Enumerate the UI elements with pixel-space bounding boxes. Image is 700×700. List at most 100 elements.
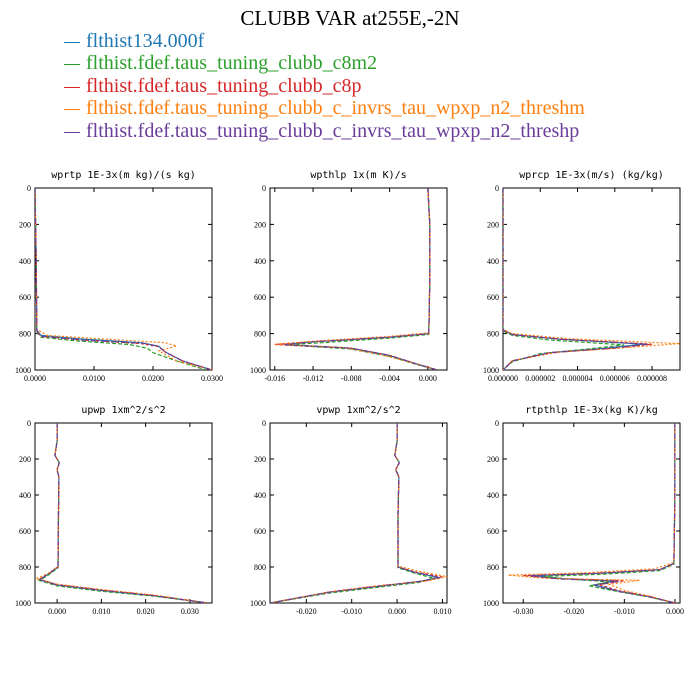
series-line [35,188,207,370]
legend-label: flthist.fdef.taus_tuning_clubb_c8m2 [86,52,378,75]
y-tick-label: 400 [487,491,499,500]
panel-title: upwp 1xm^2/s^2 [81,405,165,416]
series-group [503,188,680,370]
legend-swatch [64,64,80,66]
series-line [37,423,208,603]
x-tick-label: -0.008 [341,374,362,383]
y-tick-label: 600 [19,293,31,302]
panel: wprtp 1E-3x(m kg)/(s kg) 0 200 400 600 800 100… [15,170,223,383]
series-line [533,423,676,603]
x-tick-label: 0.000000 [488,374,518,383]
legend-swatch [64,109,80,111]
panel: rtpthlp 1E-3x(kg K)/kg 0 200 400 600 800 1000 -… [483,405,684,616]
y-tick-label: 200 [254,455,266,464]
plot-frame [269,187,448,371]
panel-title: wprtp 1E-3x(m kg)/(s kg) [51,170,196,181]
series-group [35,188,212,370]
legend-label: flthist.fdef.taus_tuning_clubb_c_invrs_t… [86,119,580,142]
y-tick-label: 1000 [250,366,266,375]
series-line [37,423,208,603]
series-group [35,423,208,603]
legend-swatch [64,86,80,88]
legend-entry: flthist.fdef.taus_tuning_clubb_c8m2 [64,52,585,76]
panel: wpthlp 1x(m K)/s 0 200 400 600 800 1000-0.016 -… [250,170,448,383]
y-tick-label: 200 [19,220,31,229]
y-tick-label: 400 [254,491,266,500]
legend-swatch [64,131,80,133]
panel: vpwp 1xm^2/s^2 0 200 400 600 800 1000 -0.020 -0.… [250,405,451,616]
legend-entry: flthist134.000f [64,30,585,53]
x-tick-label: 0.000008 [637,374,667,383]
legend-entry: flthist.fdef.taus_tuning_clubb_c_invrs_t… [64,97,585,121]
series-line [270,423,439,603]
y-tick-label: 800 [19,330,31,339]
y-tick-label: 400 [254,257,266,266]
y-tick-label: 0 [495,184,499,193]
y-tick-label: 200 [487,455,499,464]
y-tick-label: 800 [487,330,499,339]
y-tick-label: 400 [487,257,499,266]
y-tick-label: 1000 [15,366,31,375]
series-line [270,423,447,603]
figure-title: CLUBB VAR at255E,-2N [240,6,460,30]
x-tick-label: -0.010 [341,607,362,616]
series-line [35,188,212,370]
x-tick-label: -0.012 [303,374,324,383]
y-tick-label: 1000 [483,599,499,608]
legend-label: flthist134.000f [86,29,205,52]
series-line [274,188,438,370]
x-tick-label: 0.0300 [201,374,223,383]
legend-swatch [64,41,80,43]
y-tick-label: 600 [487,293,499,302]
y-tick-label: 400 [19,491,31,500]
series-group [508,423,676,603]
x-tick-label: -0.030 [513,607,534,616]
x-tick-label: -0.016 [264,374,285,383]
series-line [284,188,438,370]
x-tick-label: -0.004 [379,374,400,383]
x-tick-label: 0.010 [433,607,451,616]
y-tick-label: 200 [19,455,31,464]
x-tick-label: 0.0000 [24,374,46,383]
y-tick-label: 800 [254,563,266,572]
series-line [37,423,208,603]
panel-title: rtpthlp 1E-3x(kg K)/kg [525,405,657,416]
x-tick-label: 0.000004 [563,374,593,383]
panel-title: wpthlp 1x(m K)/s [310,170,406,181]
legend-label: flthist.fdef.taus_tuning_clubb_c_invrs_t… [86,97,585,120]
panel: wprcp 1E-3x(m/s) (kg/kg) 0 200 400 600 800 100… [483,170,681,383]
y-tick-label: 600 [487,527,499,536]
legend-entry: flthist.fdef.taus_tuning_clubb_c8p [64,75,585,98]
x-tick-label: 0.000 [388,607,406,616]
x-tick-label: 0.030 [181,607,199,616]
y-tick-label: 1000 [250,599,266,608]
series-line [37,423,208,603]
series-line [508,423,676,603]
y-tick-label: 800 [487,563,499,572]
x-tick-label: 0.000 [48,607,66,616]
plot-frame [502,422,681,604]
series-line [503,188,680,370]
x-tick-label: -0.010 [614,607,635,616]
series-line [270,423,436,603]
x-tick-label: 0.000002 [525,374,555,383]
x-tick-label: 0.000006 [600,374,630,383]
panel-title: vpwp 1xm^2/s^2 [316,405,400,416]
series-line [35,188,212,370]
y-tick-label: 200 [254,220,266,229]
x-tick-label: 0.000 [419,374,437,383]
y-tick-label: 400 [19,257,31,266]
x-tick-label: 0.0200 [142,374,164,383]
y-tick-label: 0 [27,419,31,428]
x-tick-label: 0.010 [92,607,110,616]
series-line [528,423,676,603]
series-line [503,188,625,370]
series-line [543,423,676,603]
series-line [35,423,208,603]
y-tick-label: 200 [487,220,499,229]
y-tick-label: 600 [254,293,266,302]
plot-frame [34,422,213,604]
y-tick-label: 0 [262,419,266,428]
y-tick-label: 0 [27,184,31,193]
